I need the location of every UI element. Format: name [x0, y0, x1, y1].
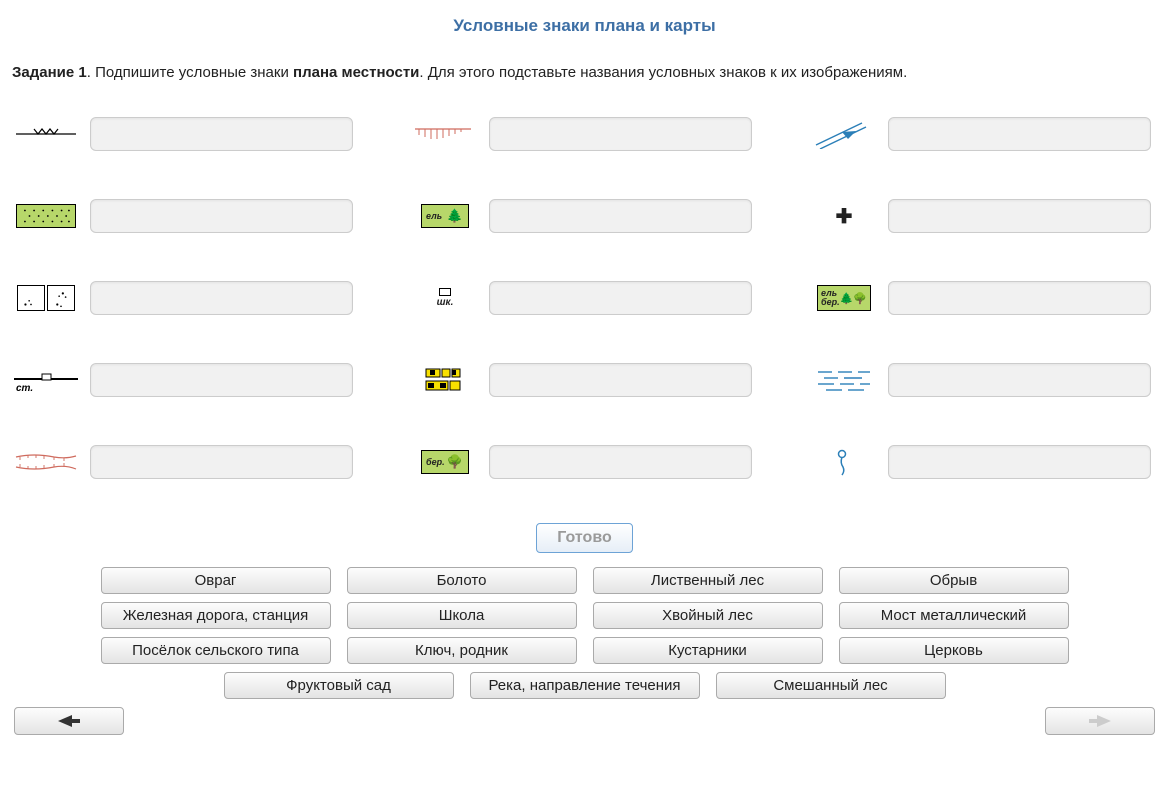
answer-option[interactable]: Ключ, родник [347, 637, 577, 664]
arrow-right-icon [1097, 715, 1111, 727]
station-label: ст. [16, 383, 33, 394]
drop-target[interactable] [888, 445, 1151, 479]
answer-option[interactable]: Железная дорога, станция [101, 602, 331, 629]
task-text-2: . Для этого подставьте названия условных… [419, 64, 907, 81]
next-button[interactable] [1045, 707, 1155, 735]
cell-ravine [14, 445, 353, 479]
ravine-icon [14, 447, 78, 477]
answer-option[interactable]: Хвойный лес [593, 602, 823, 629]
ready-button[interactable]: Готово [536, 523, 632, 553]
cell-obryv [413, 117, 752, 151]
drop-target[interactable] [489, 117, 752, 151]
obryv-icon [413, 119, 477, 149]
answer-option[interactable]: Школа [347, 602, 577, 629]
shrubs-icon [14, 283, 78, 313]
mixed-forest-label: ель бер. [821, 289, 840, 307]
answer-option[interactable]: Смешанный лес [716, 672, 946, 699]
cell-mixed-forest: ель бер. 🌲🌳 [812, 281, 1151, 315]
answer-option[interactable]: Болото [347, 567, 577, 594]
answer-bank: Овраг Болото Лиственный лес Обрыв Железн… [10, 567, 1159, 699]
river-icon [812, 119, 876, 149]
cell-deciduous: бер. 🌳 [413, 445, 752, 479]
church-icon: ✚ [812, 201, 876, 231]
drop-target[interactable] [489, 199, 752, 233]
mixed-forest-icon: ель бер. 🌲🌳 [812, 283, 876, 313]
cell-village [413, 363, 752, 397]
village-icon [413, 365, 477, 395]
cell-spring [812, 445, 1151, 479]
spring-icon [812, 447, 876, 477]
drop-target[interactable] [90, 363, 353, 397]
conifer-icon: ель 🌲 [413, 201, 477, 231]
answer-option[interactable]: Посёлок сельского типа [101, 637, 331, 664]
cell-conifer: ель 🌲 [413, 199, 752, 233]
task-number: Задание 1 [12, 64, 87, 81]
answer-option[interactable]: Мост металлический [839, 602, 1069, 629]
answer-option[interactable]: Овраг [101, 567, 331, 594]
cell-river [812, 117, 1151, 151]
arrow-left-icon [58, 715, 72, 727]
drop-target[interactable] [888, 363, 1151, 397]
drop-target[interactable] [888, 281, 1151, 315]
drop-target[interactable] [90, 199, 353, 233]
drop-target[interactable] [888, 117, 1151, 151]
cell-school: шк. [413, 281, 752, 315]
prev-button[interactable] [14, 707, 124, 735]
school-label: шк. [437, 297, 454, 308]
cell-orchard [14, 199, 353, 233]
railway-icon: ст. [14, 365, 78, 395]
orchard-icon [14, 201, 78, 231]
answer-option[interactable]: Фруктовый сад [224, 672, 454, 699]
bridge-icon [14, 119, 78, 149]
drop-target[interactable] [489, 445, 752, 479]
cell-bridge [14, 117, 353, 151]
deciduous-label: бер. [426, 457, 445, 467]
answer-option[interactable]: Река, направление течения [470, 672, 700, 699]
answer-option[interactable]: Лиственный лес [593, 567, 823, 594]
answer-option[interactable]: Кустарники [593, 637, 823, 664]
drop-target[interactable] [90, 281, 353, 315]
school-icon: шк. [413, 283, 477, 313]
page-title: Условные знаки плана и карты [10, 16, 1159, 36]
deciduous-icon: бер. 🌳 [413, 447, 477, 477]
swamp-icon [812, 365, 876, 395]
symbol-grid: ель 🌲 ✚ шк. [10, 117, 1159, 479]
drop-target[interactable] [90, 117, 353, 151]
cell-church: ✚ [812, 199, 1151, 233]
task-emphasis: плана местности [293, 64, 419, 81]
drop-target[interactable] [888, 199, 1151, 233]
drop-target[interactable] [489, 363, 752, 397]
drop-target[interactable] [489, 281, 752, 315]
conifer-label: ель [426, 211, 442, 221]
cell-swamp [812, 363, 1151, 397]
task-text-1: . Подпишите условные знаки [87, 64, 293, 81]
answer-option[interactable]: Церковь [839, 637, 1069, 664]
cell-shrubs [14, 281, 353, 315]
task-instructions: Задание 1. Подпишите условные знаки план… [12, 64, 1159, 81]
drop-target[interactable] [90, 445, 353, 479]
cell-railway: ст. [14, 363, 353, 397]
answer-option[interactable]: Обрыв [839, 567, 1069, 594]
